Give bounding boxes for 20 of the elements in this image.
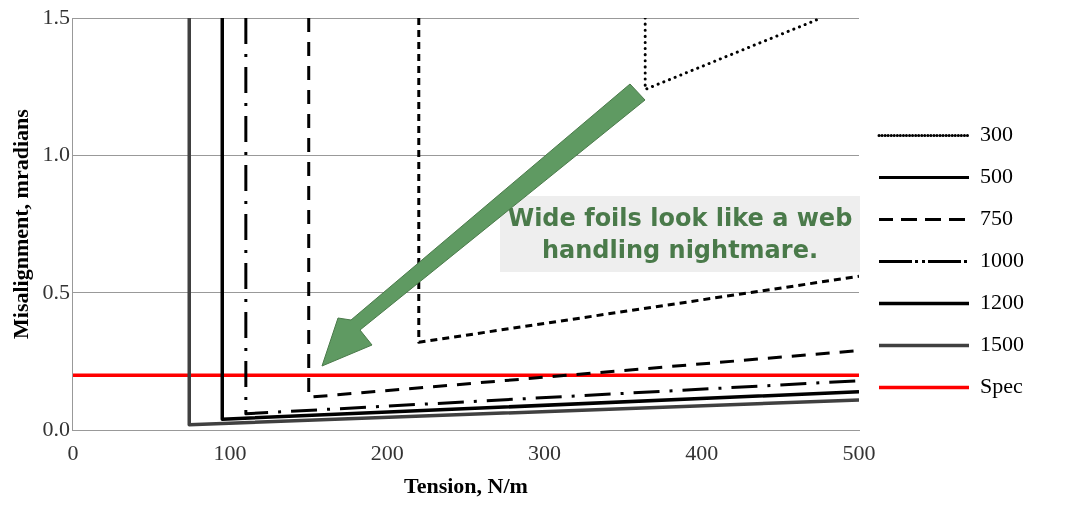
- x-tick-label: 200: [370, 440, 404, 466]
- x-tick-label: 500: [842, 440, 876, 466]
- legend-label: 750: [980, 205, 1013, 231]
- y-tick-label: 0.5: [42, 278, 70, 304]
- legend-label: 300: [980, 121, 1013, 147]
- x-tick-label: 400: [685, 440, 719, 466]
- legend-label: 1200: [980, 289, 1024, 315]
- legend-label: 1500: [980, 331, 1024, 357]
- y-tick-label: 0.0: [42, 415, 70, 441]
- y-axis-title: Misalignment, mradians: [7, 108, 33, 339]
- legend-label: 1000: [980, 247, 1024, 273]
- y-tick-label: 1.5: [42, 3, 70, 29]
- x-tick-label: 100: [213, 440, 247, 466]
- x-tick-label: 0: [67, 440, 79, 466]
- y-tick-label: 1.0: [42, 141, 70, 167]
- x-tick-label: 300: [528, 440, 562, 466]
- legend-label: 500: [980, 163, 1013, 189]
- legend-label: Spec: [980, 373, 1023, 399]
- x-axis-title: Tension, N/m: [404, 473, 528, 499]
- annotation: Wide foils look like a web handling nightmare.: [500, 196, 860, 272]
